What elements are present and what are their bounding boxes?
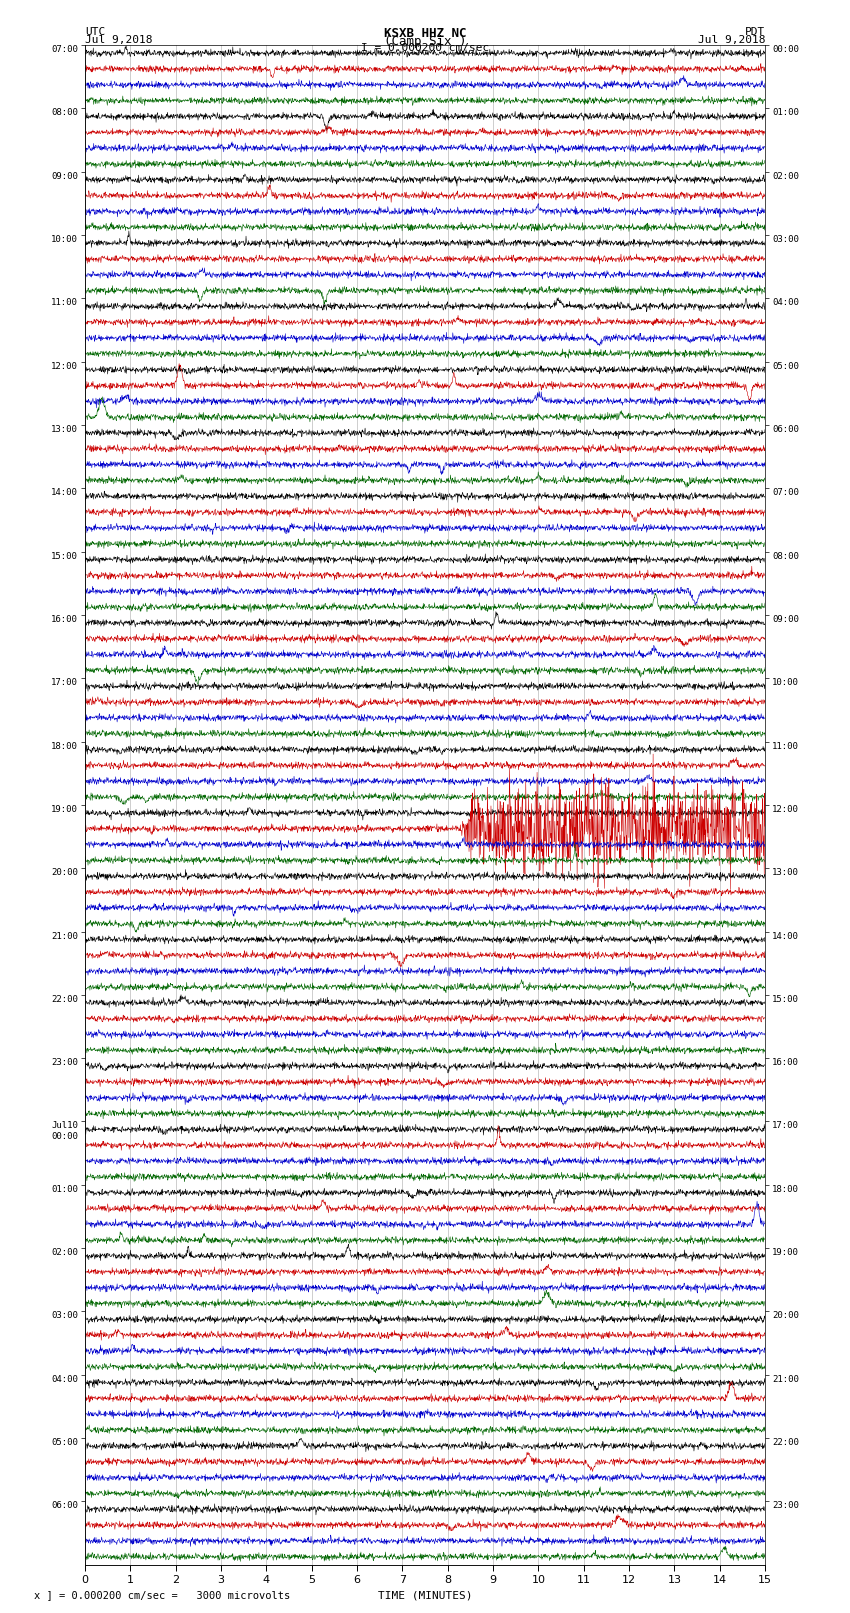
- Text: Jul 9,2018: Jul 9,2018: [698, 35, 765, 45]
- X-axis label: TIME (MINUTES): TIME (MINUTES): [377, 1590, 473, 1600]
- Text: (Camp Six ): (Camp Six ): [383, 35, 467, 48]
- Text: Jul 9,2018: Jul 9,2018: [85, 35, 152, 45]
- Text: PDT: PDT: [745, 26, 765, 37]
- Text: UTC: UTC: [85, 26, 105, 37]
- Text: x ] = 0.000200 cm/sec =   3000 microvolts: x ] = 0.000200 cm/sec = 3000 microvolts: [34, 1590, 290, 1600]
- Text: I = 0.000200 cm/sec: I = 0.000200 cm/sec: [361, 44, 489, 53]
- Text: KSXB HHZ NC: KSXB HHZ NC: [383, 26, 467, 40]
